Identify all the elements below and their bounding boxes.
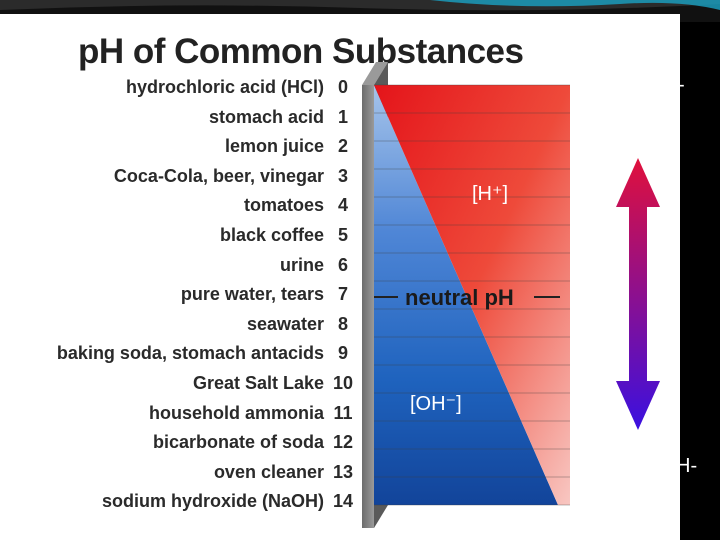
figure-title: pH of Common Substances: [78, 32, 524, 71]
hydrogen-ion-label: [H⁺]: [472, 183, 508, 205]
hydroxide-ion-label: [OH⁻]: [410, 393, 462, 415]
substance-row: sodium hydroxide (NaOH) 14: [0, 488, 370, 514]
hydrogen-ion-region: [374, 85, 570, 505]
substance-row: stomach acid 1: [0, 104, 370, 130]
substance-row: Coca-Cola, beer, vinegar 3: [0, 163, 370, 189]
substance-row: urine 6: [0, 252, 370, 278]
double-headed-arrow: [616, 158, 660, 430]
substance-row: hydrochloric acid (HCl) 0: [0, 74, 370, 100]
ph-value: 13: [332, 461, 354, 482]
substance-name: lemon juice: [224, 136, 324, 157]
ph-value: 8: [337, 313, 348, 334]
side-mark-top: -: [678, 74, 685, 96]
substance-row: pure water, tears 7: [0, 281, 370, 307]
scale-gridlines: [374, 84, 570, 506]
substance-name: Great Salt Lake: [192, 373, 324, 393]
ph-value: 0: [337, 77, 348, 97]
ph-value: 5: [337, 225, 348, 245]
substance-name: hydrochloric acid (HCl): [125, 77, 324, 97]
substance-name: black coffee: [219, 225, 324, 245]
neutral-ph-label: neutral pH: [405, 285, 514, 310]
substance-row: baking soda, stomach antacids 9: [0, 340, 370, 366]
ph-value: 1: [337, 106, 348, 127]
side-mark-bottom: H-: [676, 455, 698, 477]
substance-name: bicarbonate of soda: [152, 432, 324, 453]
substance-row: Great Salt Lake 10: [0, 370, 370, 396]
substance-name: urine: [279, 254, 324, 275]
substance-row: bicarbonate of soda 12: [0, 429, 370, 455]
ph-value: 2: [337, 136, 348, 157]
substance-name: stomach acid: [208, 106, 324, 127]
substance-row: oven cleaner 13: [0, 459, 370, 485]
substance-name: sodium hydroxide (NaOH): [101, 491, 324, 512]
scale-bar-side-face: [362, 85, 374, 528]
substance-name: tomatoes: [243, 195, 324, 216]
substance-name: seawater: [246, 313, 324, 334]
substance-name: Coca-Cola, beer, vinegar: [113, 165, 324, 186]
substance-name: oven cleaner: [213, 461, 324, 482]
ph-value: 3: [337, 165, 348, 186]
ph-value: 14: [332, 491, 354, 512]
substance-row: tomatoes 4: [0, 192, 370, 218]
substance-row: seawater 8: [0, 311, 370, 337]
scale-bar-top-face: [362, 62, 388, 85]
ph-value: 11: [333, 402, 353, 423]
substance-row: household ammonia 11: [0, 400, 370, 426]
ph-value: 10: [332, 373, 354, 393]
ph-value: 12: [332, 432, 354, 453]
substance-row: lemon juice 2: [0, 133, 370, 159]
substance-name: baking soda, stomach antacids: [56, 343, 324, 364]
ph-value: 4: [337, 195, 348, 216]
substance-row: black coffee 5: [0, 222, 370, 248]
substance-name: pure water, tears: [180, 284, 324, 305]
ph-value: 6: [337, 254, 348, 275]
ph-value: 7: [337, 284, 348, 305]
substance-name: household ammonia: [148, 402, 324, 423]
slide-top-decoration: [0, 0, 720, 11]
ph-value: 9: [337, 343, 348, 364]
